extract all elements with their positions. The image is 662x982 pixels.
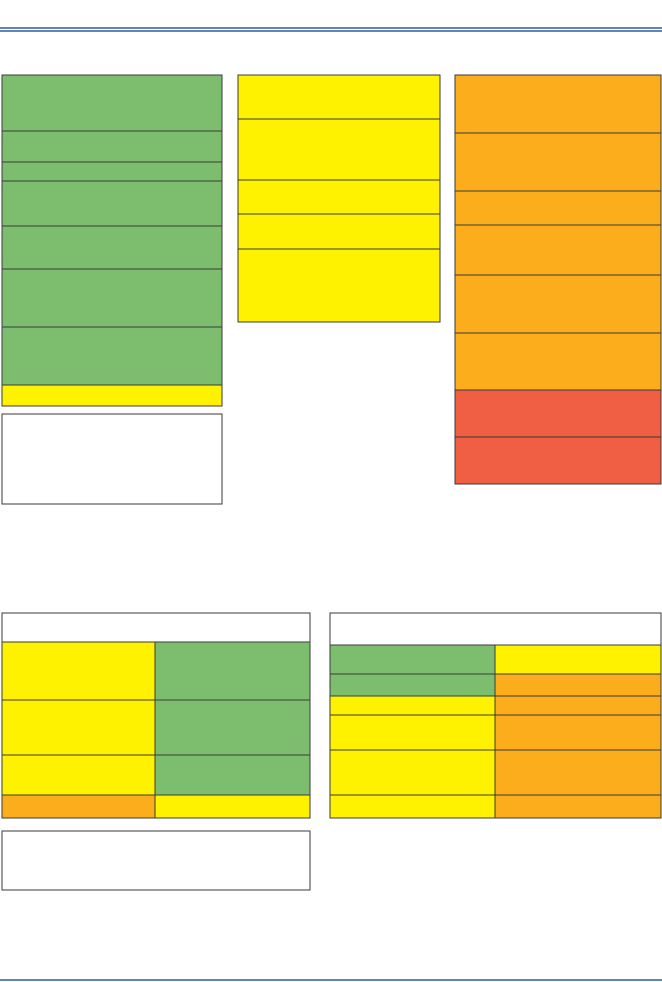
cell <box>329 794 496 819</box>
cell <box>1 268 223 328</box>
cell <box>237 179 441 215</box>
table-header <box>329 612 662 646</box>
cell <box>154 754 311 796</box>
cell <box>494 695 662 716</box>
cell <box>1 326 223 386</box>
cell <box>494 644 662 675</box>
cell <box>1 794 156 819</box>
table-left <box>1 612 311 891</box>
note-box <box>1 830 311 891</box>
table-header <box>1 612 311 643</box>
cell <box>454 132 662 192</box>
cell <box>494 794 662 819</box>
cell <box>154 699 311 756</box>
cell <box>1 754 156 796</box>
cell <box>454 190 662 226</box>
table-right <box>329 612 662 819</box>
cell <box>1 699 156 756</box>
cell <box>329 673 496 697</box>
cell <box>494 749 662 796</box>
cell <box>454 389 662 438</box>
cell <box>329 695 496 716</box>
cell <box>329 714 496 751</box>
cell <box>494 673 662 697</box>
cell <box>1 641 156 701</box>
cell <box>1 225 223 270</box>
cell <box>1 161 223 182</box>
cell <box>454 224 662 276</box>
cell <box>1 180 223 227</box>
cell <box>454 332 662 391</box>
cell <box>454 436 662 485</box>
column-orange <box>454 74 662 485</box>
cell <box>237 74 441 120</box>
cell <box>1 74 223 132</box>
cell <box>154 641 311 701</box>
column-yellow <box>237 74 441 323</box>
column-green <box>1 74 223 505</box>
cell <box>237 248 441 323</box>
cell <box>1 130 223 163</box>
cell <box>154 794 311 819</box>
note-box <box>1 413 223 505</box>
cell <box>329 644 496 675</box>
cell <box>494 714 662 751</box>
cell <box>454 274 662 334</box>
cell <box>237 118 441 181</box>
cell <box>329 749 496 796</box>
cell <box>1 384 223 407</box>
cell <box>237 213 441 250</box>
cell <box>454 74 662 134</box>
